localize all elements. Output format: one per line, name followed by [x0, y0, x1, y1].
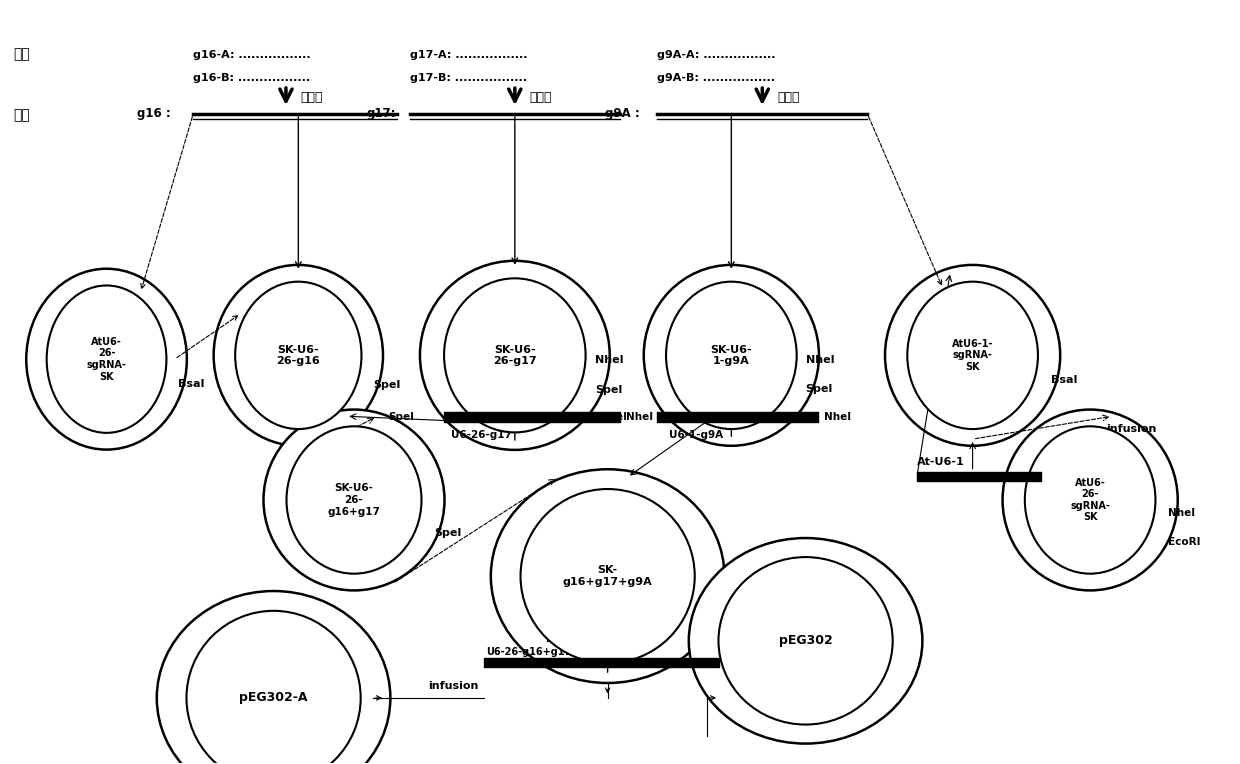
Text: SK-U6-
26-g17: SK-U6- 26-g17	[494, 345, 537, 366]
Text: 双钉化: 双钉化	[529, 91, 552, 104]
Ellipse shape	[263, 410, 444, 591]
Text: NheI: NheI	[806, 354, 835, 364]
Text: AtU6-1-
sgRNA-
SK: AtU6-1- sgRNA- SK	[952, 338, 993, 372]
Ellipse shape	[186, 611, 361, 764]
Text: 双钉化: 双钉化	[301, 91, 324, 104]
Ellipse shape	[908, 282, 1038, 429]
Text: BsaI: BsaI	[179, 379, 205, 390]
Text: 双链: 双链	[14, 108, 31, 122]
Text: PCR: PCR	[546, 633, 570, 643]
Ellipse shape	[286, 426, 422, 574]
Text: NheI: NheI	[1168, 507, 1195, 517]
Text: SpeI: SpeI	[806, 384, 833, 394]
Text: EcoRI: EcoRI	[1168, 537, 1200, 547]
Ellipse shape	[213, 265, 383, 445]
Text: g9A :: g9A :	[605, 107, 640, 120]
Text: SK-U6-
26-g16: SK-U6- 26-g16	[277, 345, 320, 366]
Text: SpeI: SpeI	[373, 380, 401, 390]
Ellipse shape	[1003, 410, 1178, 591]
Text: NheI: NheI	[626, 412, 653, 422]
Text: SpeI: SpeI	[595, 385, 622, 396]
Text: 双钉化: 双钉化	[777, 91, 800, 104]
Text: U6-26-g16+g17+U6-6-g9A: U6-26-g16+g17+U6-6-g9A	[486, 647, 630, 657]
Text: g17-B: .................: g17-B: .................	[409, 73, 527, 83]
Text: SpeI: SpeI	[434, 529, 463, 539]
Ellipse shape	[444, 278, 585, 432]
Text: AtU6-
26-
sgRNA-
SK: AtU6- 26- sgRNA- SK	[1070, 478, 1110, 523]
Ellipse shape	[688, 538, 923, 743]
Ellipse shape	[521, 489, 694, 663]
Text: 单链: 单链	[14, 47, 31, 62]
Ellipse shape	[26, 269, 187, 449]
Text: U6-1-g9A: U6-1-g9A	[670, 430, 724, 440]
Ellipse shape	[644, 265, 818, 445]
Text: At-U6-1: At-U6-1	[916, 457, 965, 467]
Text: NheI: NheI	[725, 647, 753, 657]
Text: NheI: NheI	[825, 412, 852, 422]
Text: infusion: infusion	[1106, 424, 1157, 434]
Text: pEG302: pEG302	[779, 634, 832, 647]
Text: U6-26-g17: U6-26-g17	[450, 430, 511, 440]
Ellipse shape	[491, 469, 724, 683]
Text: g16-B: .................: g16-B: .................	[193, 73, 310, 83]
Ellipse shape	[420, 261, 610, 450]
Text: AtU6-
26-
sgRNA-
SK: AtU6- 26- sgRNA- SK	[87, 337, 126, 381]
Text: SK-
g16+g17+g9A: SK- g16+g17+g9A	[563, 565, 652, 587]
Text: g16-A: .................: g16-A: .................	[193, 50, 311, 60]
Ellipse shape	[156, 591, 391, 764]
Text: SK-U6-
26-
g16+g17: SK-U6- 26- g16+g17	[327, 484, 381, 516]
Ellipse shape	[47, 286, 166, 433]
Text: BsaI: BsaI	[1050, 375, 1078, 386]
Text: g17-A: .................: g17-A: .................	[409, 50, 527, 60]
Text: NheI: NheI	[595, 354, 624, 364]
Text: g17:: g17:	[366, 107, 396, 120]
Ellipse shape	[236, 282, 362, 429]
Ellipse shape	[885, 265, 1060, 445]
Text: g16 :: g16 :	[138, 107, 171, 120]
Ellipse shape	[666, 282, 796, 429]
Text: pEG302-A: pEG302-A	[239, 691, 308, 704]
Ellipse shape	[718, 557, 893, 724]
Text: infusion: infusion	[428, 681, 479, 691]
Text: SK-U6-
1-g9A: SK-U6- 1-g9A	[711, 345, 753, 366]
Text: g9A-B: .................: g9A-B: .................	[657, 73, 775, 83]
Text: g9A-A: .................: g9A-A: .................	[657, 50, 775, 60]
Text: SpeI: SpeI	[601, 412, 627, 422]
Text: SpeI: SpeI	[388, 412, 414, 422]
Ellipse shape	[1024, 426, 1156, 574]
